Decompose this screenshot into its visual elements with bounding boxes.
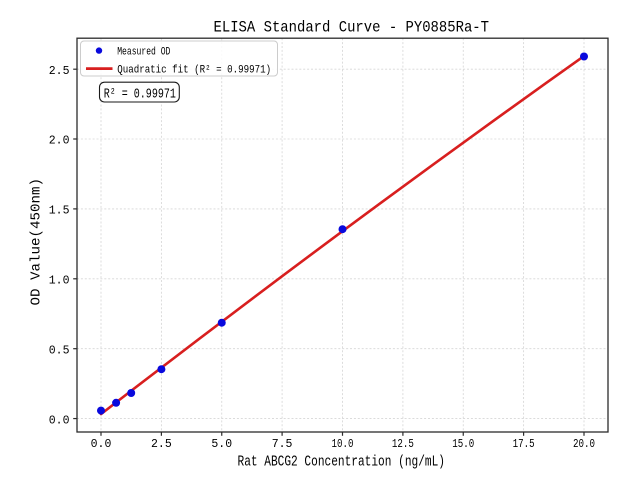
svg-text:2.5: 2.5 — [49, 65, 70, 78]
svg-text:7.5: 7.5 — [272, 438, 293, 451]
svg-text:20.0: 20.0 — [573, 438, 595, 451]
svg-text:Measured OD: Measured OD — [117, 46, 170, 58]
svg-text:2.5: 2.5 — [151, 438, 172, 451]
svg-text:ELISA Standard Curve - PY0885R: ELISA Standard Curve - PY0885Ra-T — [214, 19, 490, 37]
svg-text:R² = 0.99971: R² = 0.99971 — [104, 87, 176, 102]
svg-text:0.0: 0.0 — [91, 438, 112, 451]
svg-text:1.0: 1.0 — [49, 275, 70, 288]
svg-text:2.0: 2.0 — [49, 135, 70, 148]
svg-text:17.5: 17.5 — [513, 438, 535, 451]
svg-text:Rat ABCG2 Concentration (ng/mL: Rat ABCG2 Concentration (ng/mL) — [238, 455, 446, 471]
svg-text:OD Value(450nm): OD Value(450nm) — [29, 178, 45, 306]
svg-text:1.5: 1.5 — [49, 205, 70, 218]
svg-text:0.5: 0.5 — [49, 344, 70, 357]
svg-text:15.0: 15.0 — [452, 438, 474, 451]
svg-text:Quadratic fit (R² = 0.99971): Quadratic fit (R² = 0.99971) — [117, 65, 271, 77]
svg-text:12.5: 12.5 — [392, 438, 414, 451]
svg-text:0.0: 0.0 — [49, 414, 70, 427]
svg-text:5.0: 5.0 — [211, 438, 232, 451]
svg-text:10.0: 10.0 — [332, 438, 354, 451]
